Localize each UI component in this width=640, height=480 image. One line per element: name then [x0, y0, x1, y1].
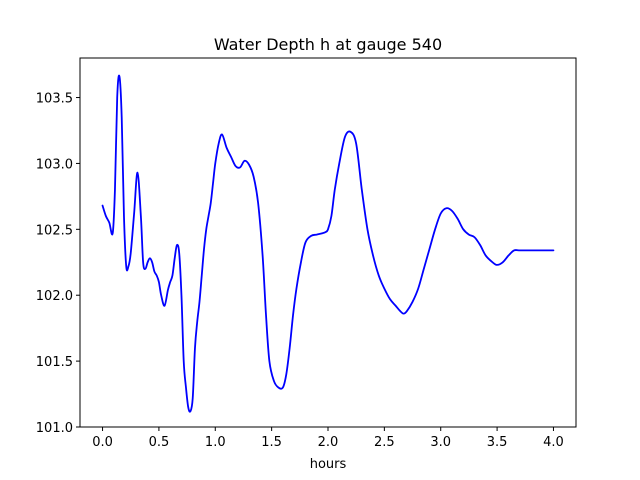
y-tick-label: 102.0: [36, 289, 73, 304]
x-tick-label: 1.0: [205, 435, 226, 450]
x-tick-label: 3.5: [487, 435, 508, 450]
y-tick-label: 101.5: [36, 355, 73, 370]
x-tick-label: 4.0: [543, 435, 564, 450]
series-line-0: [101, 74, 555, 413]
plot-frame: [79, 57, 577, 428]
y-tick-label: 103.0: [36, 157, 73, 172]
chart-title: Water Depth h at gauge 540: [214, 35, 442, 54]
y-tick-label: 101.0: [36, 421, 73, 436]
x-tick-label: 0.5: [149, 435, 170, 450]
plot-area: [101, 74, 555, 413]
x-tick-label: 2.0: [318, 435, 339, 450]
y-axis: 101.0 101.5 102.0 102.5 103.0 103.5: [36, 92, 80, 436]
x-tick-label: 3.0: [430, 435, 451, 450]
y-tick-label: 102.5: [36, 223, 73, 238]
x-tick-label: 1.5: [261, 435, 282, 450]
x-tick-label: 0.0: [92, 435, 113, 450]
y-tick-label: 103.5: [36, 92, 73, 107]
x-axis: 0.0 0.5 1.0 1.5 2.0 2.5 3.0 3.5 4.0: [92, 427, 564, 450]
x-tick-label: 2.5: [374, 435, 395, 450]
x-axis-label: hours: [310, 457, 347, 472]
